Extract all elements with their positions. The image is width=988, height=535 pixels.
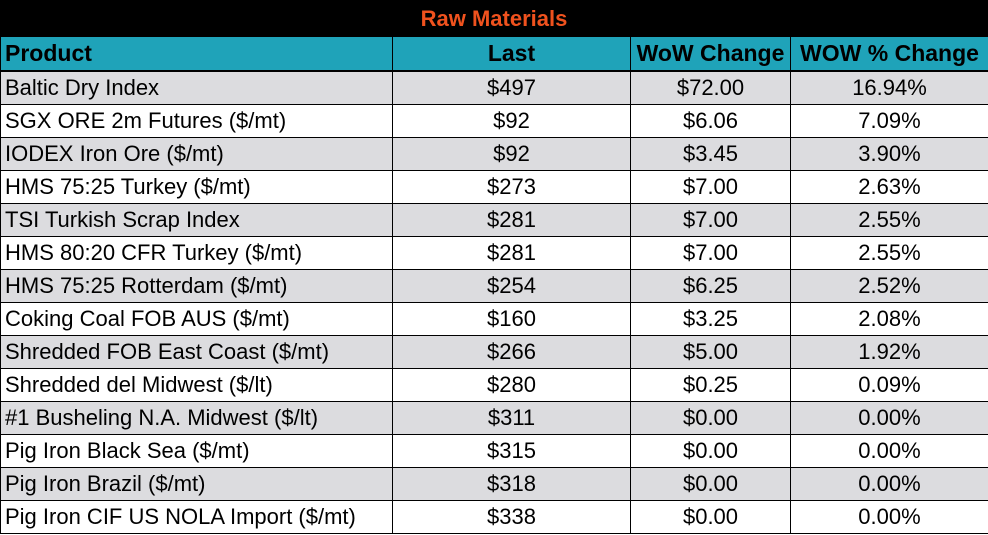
last-cell: $266 xyxy=(392,334,631,369)
wow-change-cell: $7.00 xyxy=(630,202,791,237)
wow-change-cell: $5.00 xyxy=(630,334,791,369)
product-cell: TSI Turkish Scrap Index xyxy=(0,202,393,237)
wow-change-cell: $3.45 xyxy=(630,136,791,171)
table-row: Coking Coal FOB AUS ($/mt) $160 $3.25 2.… xyxy=(0,301,988,336)
product-cell: HMS 75:25 Turkey ($/mt) xyxy=(0,169,393,204)
wow-change-cell: $7.00 xyxy=(630,169,791,204)
last-cell: $92 xyxy=(392,103,631,138)
wow-change-cell: $0.00 xyxy=(630,400,791,435)
table-row: TSI Turkish Scrap Index $281 $7.00 2.55% xyxy=(0,202,988,237)
product-cell: Coking Coal FOB AUS ($/mt) xyxy=(0,301,393,336)
product-cell: Pig Iron Black Sea ($/mt) xyxy=(0,433,393,468)
table-row: IODEX Iron Ore ($/mt) $92 $3.45 3.90% xyxy=(0,136,988,171)
table-row: Shredded del Midwest ($/lt) $280 $0.25 0… xyxy=(0,367,988,402)
wow-change-cell: $7.00 xyxy=(630,235,791,270)
product-cell: IODEX Iron Ore ($/mt) xyxy=(0,136,393,171)
last-cell: $338 xyxy=(392,499,631,534)
wow-pct-cell: 0.00% xyxy=(790,400,988,435)
table-row: Baltic Dry Index $497 $72.00 16.94% xyxy=(0,70,988,105)
wow-pct-cell: 1.92% xyxy=(790,334,988,369)
last-cell: $273 xyxy=(392,169,631,204)
wow-change-cell: $3.25 xyxy=(630,301,791,336)
raw-materials-table: Product Last WoW Change WOW % Change Bal… xyxy=(0,37,988,534)
product-cell: SGX ORE 2m Futures ($/mt) xyxy=(0,103,393,138)
last-cell: $254 xyxy=(392,268,631,303)
wow-change-cell: $6.25 xyxy=(630,268,791,303)
wow-pct-cell: 3.90% xyxy=(790,136,988,171)
table-row: Pig Iron Black Sea ($/mt) $315 $0.00 0.0… xyxy=(0,433,988,468)
sheet-title: Raw Materials xyxy=(0,0,988,37)
wow-pct-cell: 2.55% xyxy=(790,202,988,237)
last-cell: $315 xyxy=(392,433,631,468)
header-last: Last xyxy=(392,37,631,72)
table-row: Shredded FOB East Coast ($/mt) $266 $5.0… xyxy=(0,334,988,369)
table-row: HMS 75:25 Rotterdam ($/mt) $254 $6.25 2.… xyxy=(0,268,988,303)
wow-change-cell: $0.00 xyxy=(630,433,791,468)
wow-change-cell: $0.25 xyxy=(630,367,791,402)
table-row: #1 Busheling N.A. Midwest ($/lt) $311 $0… xyxy=(0,400,988,435)
wow-pct-cell: 2.08% xyxy=(790,301,988,336)
table-row: Pig Iron CIF US NOLA Import ($/mt) $338 … xyxy=(0,499,988,534)
product-cell: Pig Iron CIF US NOLA Import ($/mt) xyxy=(0,499,393,534)
last-cell: $281 xyxy=(392,202,631,237)
header-row: Product Last WoW Change WOW % Change xyxy=(0,37,988,72)
header-wow-change: WoW Change xyxy=(630,37,791,72)
wow-change-cell: $0.00 xyxy=(630,466,791,501)
product-cell: Pig Iron Brazil ($/mt) xyxy=(0,466,393,501)
wow-pct-cell: 0.09% xyxy=(790,367,988,402)
wow-pct-cell: 0.00% xyxy=(790,466,988,501)
last-cell: $318 xyxy=(392,466,631,501)
wow-pct-cell: 2.63% xyxy=(790,169,988,204)
table-row: SGX ORE 2m Futures ($/mt) $92 $6.06 7.09… xyxy=(0,103,988,138)
last-cell: $497 xyxy=(392,70,631,105)
wow-change-cell: $72.00 xyxy=(630,70,791,105)
wow-pct-cell: 0.00% xyxy=(790,433,988,468)
wow-pct-cell: 2.55% xyxy=(790,235,988,270)
table-row: HMS 80:20 CFR Turkey ($/mt) $281 $7.00 2… xyxy=(0,235,988,270)
last-cell: $92 xyxy=(392,136,631,171)
header-wow-pct-change: WOW % Change xyxy=(790,37,988,72)
table-row: HMS 75:25 Turkey ($/mt) $273 $7.00 2.63% xyxy=(0,169,988,204)
wow-change-cell: $6.06 xyxy=(630,103,791,138)
wow-pct-cell: 7.09% xyxy=(790,103,988,138)
last-cell: $311 xyxy=(392,400,631,435)
product-cell: Shredded del Midwest ($/lt) xyxy=(0,367,393,402)
product-cell: HMS 80:20 CFR Turkey ($/mt) xyxy=(0,235,393,270)
wow-pct-cell: 2.52% xyxy=(790,268,988,303)
wow-pct-cell: 0.00% xyxy=(790,499,988,534)
last-cell: $280 xyxy=(392,367,631,402)
product-cell: Baltic Dry Index xyxy=(0,70,393,105)
product-cell: #1 Busheling N.A. Midwest ($/lt) xyxy=(0,400,393,435)
wow-pct-cell: 16.94% xyxy=(790,70,988,105)
last-cell: $281 xyxy=(392,235,631,270)
header-product: Product xyxy=(0,37,393,72)
product-cell: HMS 75:25 Rotterdam ($/mt) xyxy=(0,268,393,303)
product-cell: Shredded FOB East Coast ($/mt) xyxy=(0,334,393,369)
wow-change-cell: $0.00 xyxy=(630,499,791,534)
last-cell: $160 xyxy=(392,301,631,336)
table-row: Pig Iron Brazil ($/mt) $318 $0.00 0.00% xyxy=(0,466,988,501)
